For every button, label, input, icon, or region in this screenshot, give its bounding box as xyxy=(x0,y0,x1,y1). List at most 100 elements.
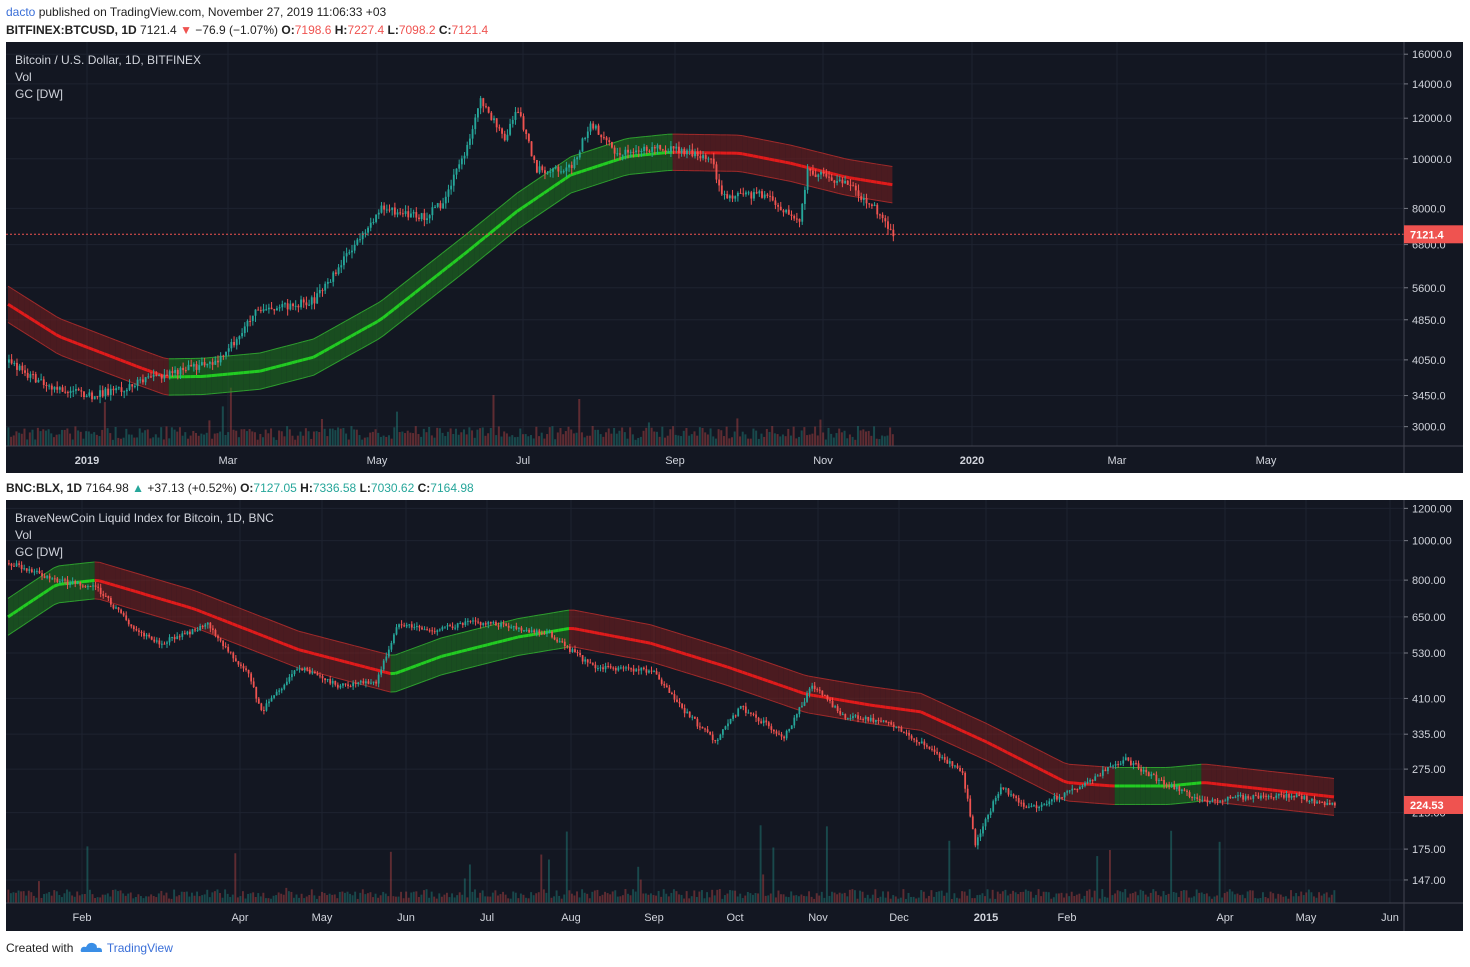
candle-body xyxy=(862,719,865,721)
gc-band-edge xyxy=(270,384,277,387)
candle-body xyxy=(1073,788,1076,790)
gc-band-edge xyxy=(905,727,911,730)
gc-band-edge xyxy=(286,344,293,347)
volume-bar xyxy=(521,434,524,446)
bottom-legend-vol[interactable]: Vol xyxy=(15,528,32,542)
gc-band-edge xyxy=(528,652,534,655)
volume-bar xyxy=(720,430,723,446)
gc-band-edge xyxy=(216,392,223,394)
candle-body xyxy=(133,386,136,388)
volume-bar xyxy=(1249,890,1252,903)
volume-bar xyxy=(96,897,99,903)
volume-bar xyxy=(461,894,464,903)
candle-body xyxy=(997,794,1000,798)
candle-body xyxy=(678,146,680,154)
gc-center-line xyxy=(409,291,417,298)
volume-bar xyxy=(127,893,130,903)
candle-body xyxy=(1224,800,1227,802)
gc-band-edge xyxy=(849,159,855,161)
candle-body xyxy=(581,138,584,152)
gc-band-edge xyxy=(522,221,529,227)
candle-body xyxy=(102,594,105,596)
gc-center-line xyxy=(507,636,514,642)
gc-center-line xyxy=(130,362,138,368)
gc-band-edge xyxy=(313,371,320,376)
gc-center-line xyxy=(792,688,799,693)
candle-body xyxy=(240,664,242,666)
candle-body xyxy=(222,640,224,647)
gc-band-edge xyxy=(356,311,363,316)
volume-bar xyxy=(525,897,527,903)
volume-bar xyxy=(12,892,15,903)
gc-band-edge xyxy=(886,201,893,204)
candle-body xyxy=(345,253,348,257)
gc-band-edge xyxy=(512,655,519,658)
blx-chart-panel[interactable]: 147.00175.00215.00275.00335.00410.00530.… xyxy=(6,500,1463,931)
volume-bar xyxy=(599,434,602,446)
candle-body xyxy=(485,106,487,108)
candle-body xyxy=(265,703,268,711)
gc-center-line xyxy=(382,312,390,319)
candle-body xyxy=(413,627,416,629)
candle-body xyxy=(306,667,309,670)
volume-bar xyxy=(823,897,826,903)
gc-band-edge xyxy=(247,610,253,614)
volume-bar xyxy=(286,426,289,446)
volume-bar xyxy=(162,895,165,903)
candle-body xyxy=(219,638,222,641)
btcusd-chart[interactable]: 3000.03450.04050.04850.05600.06800.08000… xyxy=(6,42,1463,473)
gc-band-edge xyxy=(966,750,973,755)
candle-body xyxy=(780,734,783,737)
candle-body xyxy=(1254,795,1257,797)
candle-body xyxy=(651,146,654,152)
candle-body xyxy=(182,367,185,371)
gc-band-edge xyxy=(604,615,610,618)
author-link[interactable]: dacto xyxy=(6,5,36,19)
gc-band-edge xyxy=(109,564,116,568)
top-open: 7198.6 xyxy=(294,23,332,37)
gc-band-edge xyxy=(1262,770,1268,772)
volume-bar xyxy=(310,438,313,446)
blx-chart[interactable]: 147.00175.00215.00275.00335.00410.00530.… xyxy=(6,500,1463,931)
volume-bar xyxy=(1284,896,1287,903)
volume-bar xyxy=(184,432,187,446)
gc-band-edge xyxy=(579,647,585,650)
bottom-legend-title[interactable]: BraveNewCoin Liquid Index for Bitcoin, 1… xyxy=(15,511,274,525)
publish-date: published on TradingView.com, November 2… xyxy=(38,5,387,19)
candle-body xyxy=(477,108,479,118)
volume-bar xyxy=(295,894,298,903)
volume-bar xyxy=(471,430,474,446)
candle-body xyxy=(669,146,672,152)
volume-bar xyxy=(61,429,64,446)
bottom-legend-gc[interactable]: GC [DW] xyxy=(15,545,63,559)
gc-band-edge xyxy=(854,683,860,686)
candle-body xyxy=(72,390,75,392)
gc-band-edge xyxy=(599,614,605,617)
volume-bar xyxy=(257,893,260,903)
top-legend-title[interactable]: Bitcoin / U.S. Dollar, 1D, BITFINEX xyxy=(15,53,202,67)
candle-body xyxy=(283,684,286,689)
volume-bar xyxy=(790,891,793,903)
volume-bar xyxy=(354,891,357,903)
gc-band-edge xyxy=(1022,778,1029,782)
tradingview-link[interactable]: TradingView xyxy=(106,941,173,955)
candle-body xyxy=(166,374,168,376)
candle-body xyxy=(1173,784,1176,790)
candle-body xyxy=(831,700,834,708)
candle-body xyxy=(675,146,678,149)
gc-band-edge xyxy=(1048,791,1054,795)
top-legend-vol[interactable]: Vol xyxy=(15,70,32,84)
volume-bar xyxy=(479,892,482,903)
btcusd-chart-panel[interactable]: 3000.0 3450.0 4050.0 4850.0 5600.0 6800.0 8000… xyxy=(6,42,1463,473)
price-tick-label: 10000.0 xyxy=(1412,154,1452,166)
gc-center-line xyxy=(537,191,545,198)
volume-bar xyxy=(492,395,495,446)
volume-bar xyxy=(815,893,818,903)
gc-center-line xyxy=(1037,766,1044,773)
gc-band-edge xyxy=(742,171,748,174)
volume-bar xyxy=(198,896,201,903)
volume-bar xyxy=(468,864,471,903)
candle-body xyxy=(806,693,808,702)
gc-center-line xyxy=(940,719,948,725)
top-legend-gc[interactable]: GC [DW] xyxy=(15,87,63,101)
